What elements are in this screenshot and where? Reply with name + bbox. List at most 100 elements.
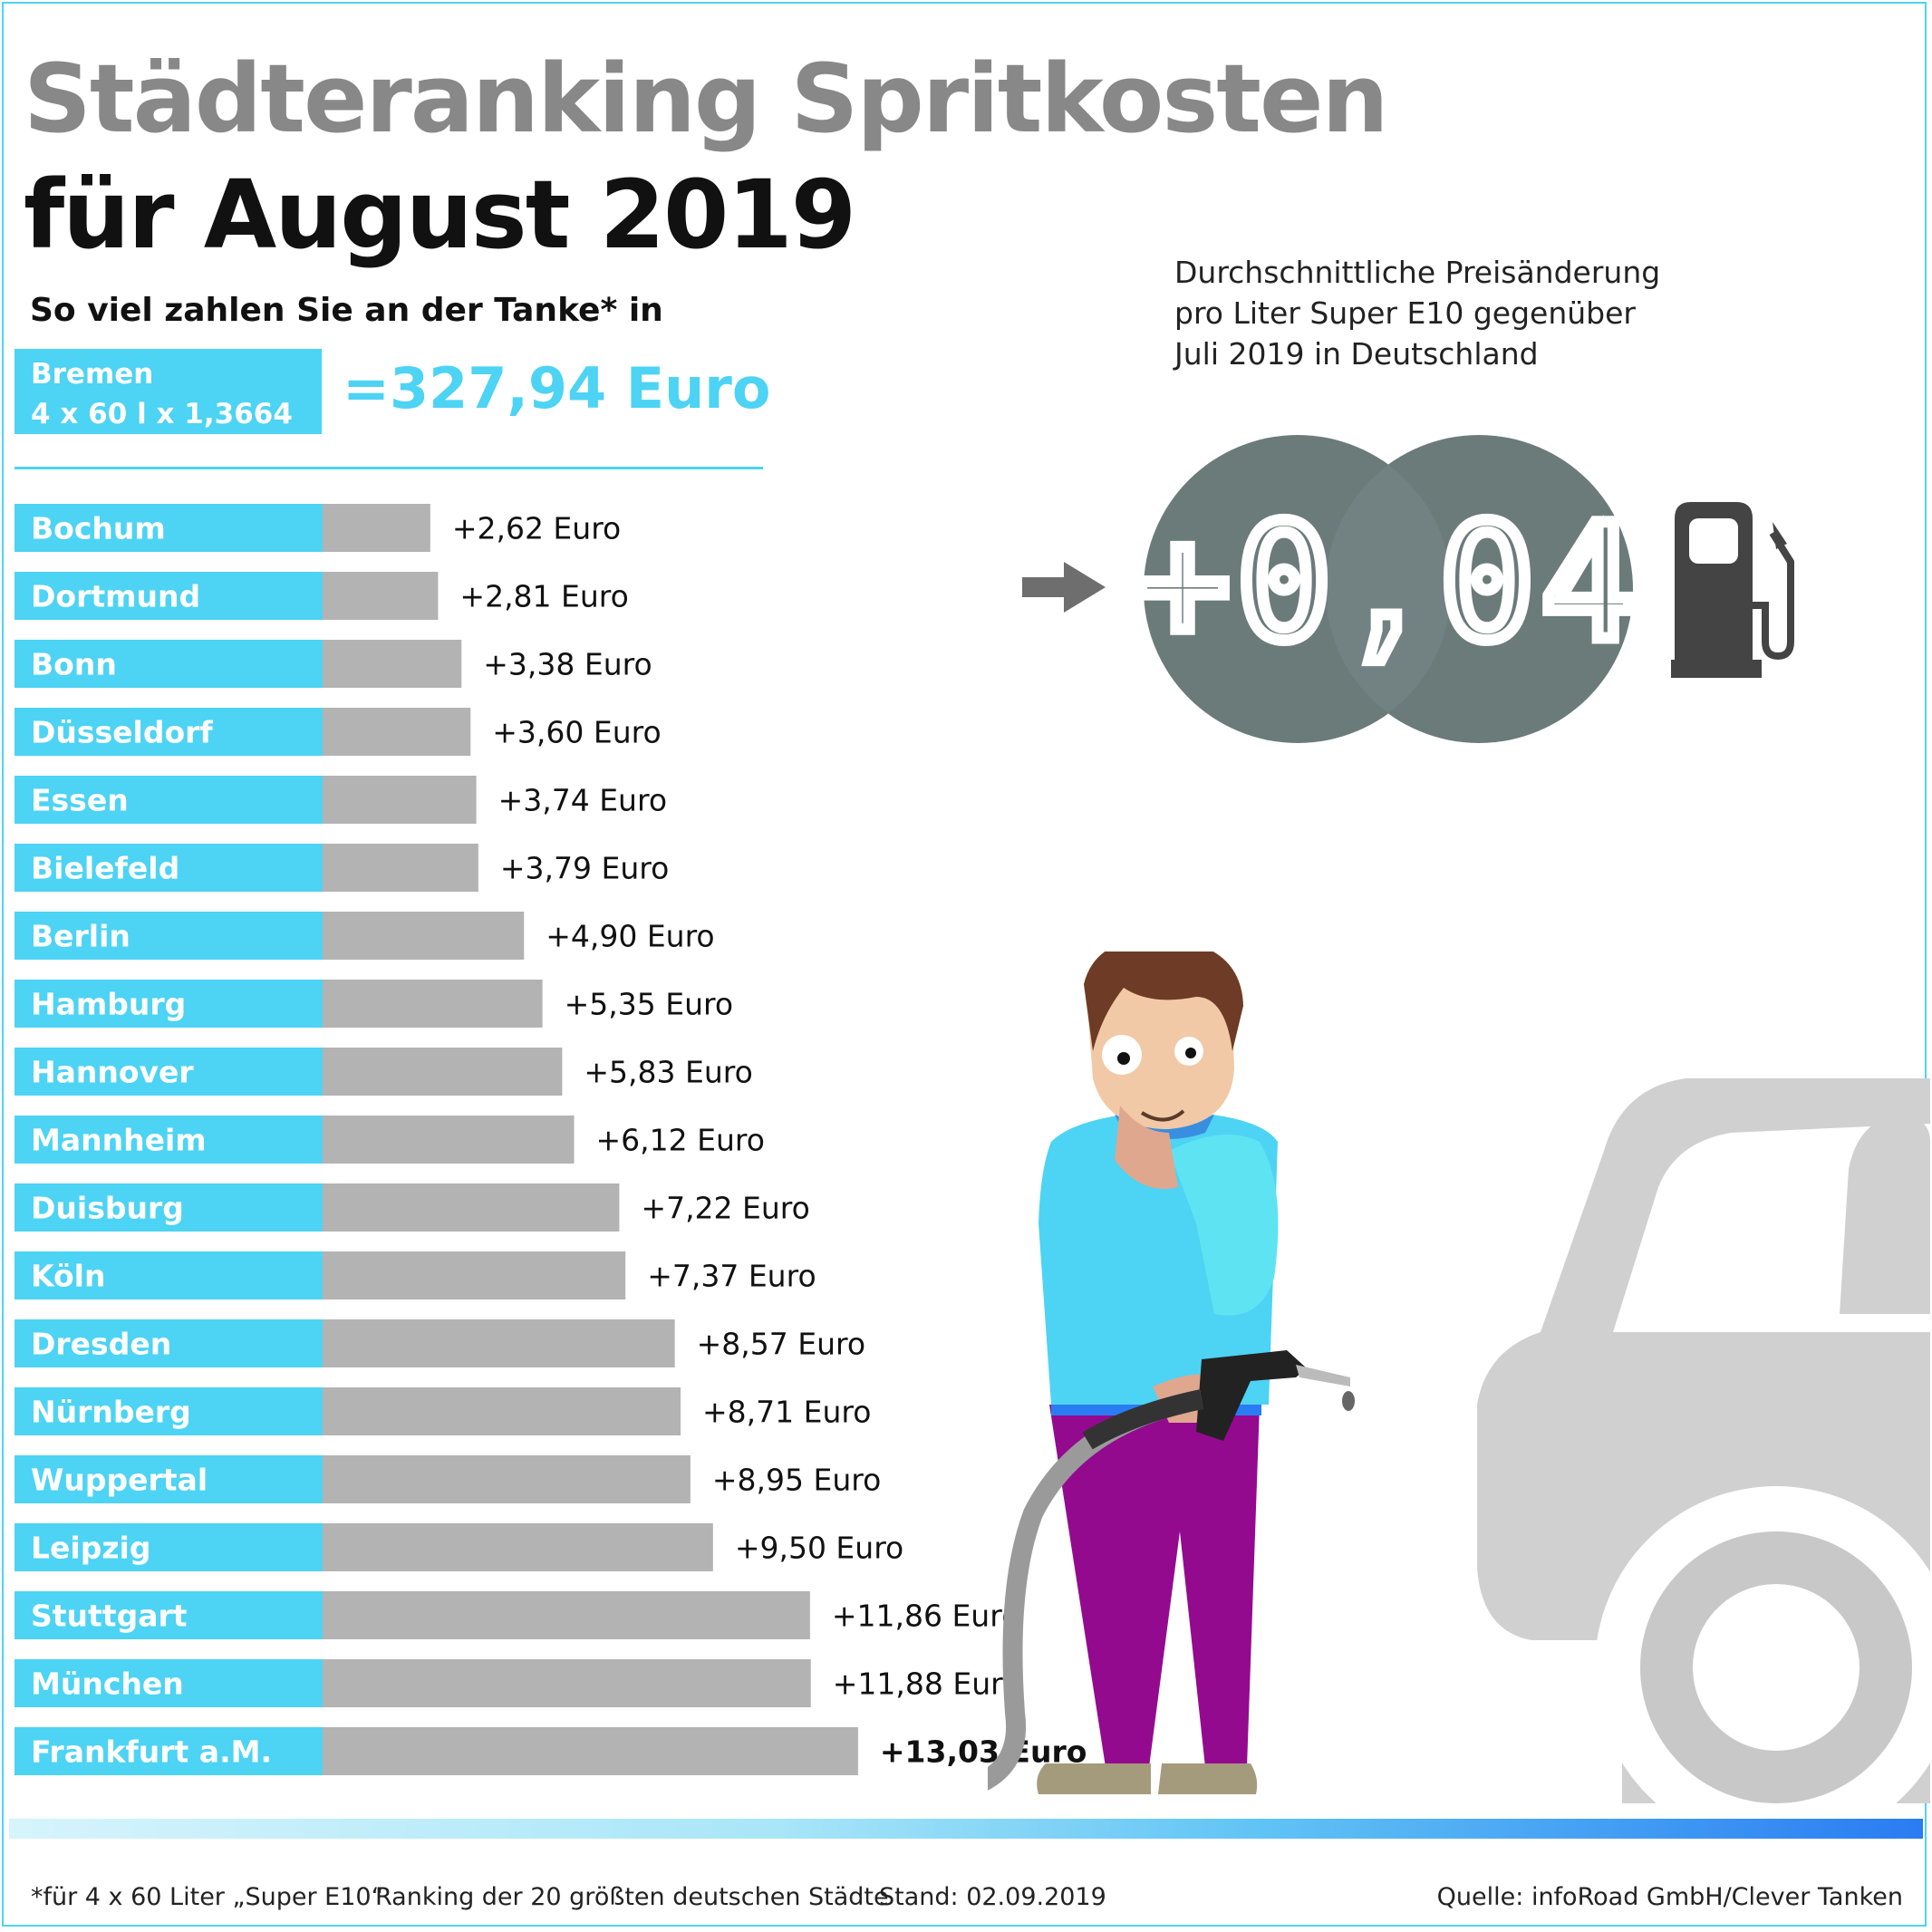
- category-label-box: [14, 1727, 323, 1775]
- bar: [323, 776, 477, 824]
- value-label: +2,81 Euro: [459, 579, 628, 614]
- category-label-box: [14, 1116, 323, 1164]
- category-label-box: [14, 844, 323, 892]
- category-label-box: [14, 572, 323, 620]
- bar: [323, 1455, 691, 1503]
- category-label: Berlin: [31, 919, 130, 954]
- ranking-note: Ranking der 20 größten deutschen Städte: [375, 1883, 889, 1911]
- category-label-box: [14, 1387, 323, 1435]
- category-label: Nürnberg: [31, 1395, 191, 1430]
- bar: [323, 1727, 858, 1775]
- category-label-box: [14, 1048, 323, 1096]
- bar: [323, 504, 430, 552]
- bar: [323, 1659, 811, 1707]
- value-label: +11,86 Euro: [832, 1599, 1019, 1634]
- category-label-box: [14, 708, 323, 756]
- bar: [323, 912, 525, 960]
- bar: [323, 1591, 810, 1639]
- note-line-2: pro Liter Super E10 gegenüber: [1174, 295, 1636, 331]
- category-label: Wuppertal: [31, 1463, 208, 1498]
- value-label: +8,95 Euro: [712, 1463, 881, 1498]
- arrow-right-icon: [1022, 562, 1106, 613]
- car-illustration: [1477, 1078, 1930, 1821]
- value-label: +3,74 Euro: [498, 783, 667, 818]
- bar: [323, 640, 462, 688]
- category-label-box: [14, 1523, 323, 1571]
- category-label-box: [14, 980, 323, 1028]
- value-label: +7,22 Euro: [641, 1191, 809, 1226]
- category-label: München: [31, 1666, 184, 1702]
- value-label: +11,88 Euro: [833, 1666, 1020, 1702]
- bar: [323, 1387, 681, 1435]
- source-note: Quelle: infoRoad GmbH/Clever Tanken: [1436, 1883, 1903, 1911]
- category-label-box: [14, 1319, 323, 1367]
- person-illustration: [988, 952, 1355, 1794]
- separator-line: [14, 467, 763, 469]
- value-label: +4,90 Euro: [546, 919, 714, 954]
- category-label-box: [14, 1251, 323, 1299]
- category-label-box: [14, 1183, 323, 1232]
- value-label: +3,79 Euro: [500, 851, 669, 886]
- category-label: Köln: [31, 1259, 105, 1294]
- value-label: +2,62 Euro: [452, 511, 621, 546]
- price-change-value: +0,04: [1144, 490, 1633, 676]
- bar: [323, 1251, 626, 1299]
- category-label: Bielefeld: [31, 851, 179, 886]
- category-label: Bochum: [31, 511, 166, 546]
- date-stamp: Stand: 02.09.2019: [879, 1883, 1106, 1911]
- category-label-box: [14, 1659, 323, 1707]
- value-label: +8,57 Euro: [697, 1327, 865, 1362]
- category-label-box: [14, 1591, 323, 1639]
- fuel-pump-icon: [1671, 502, 1794, 678]
- bar: [323, 572, 439, 620]
- footnote: *für 4 x 60 Liter „Super E10“: [31, 1883, 384, 1911]
- category-label-box: [14, 912, 323, 960]
- note-line-3: Juli 2019 in Deutschland: [1174, 336, 1539, 372]
- category-label: Hamburg: [31, 987, 186, 1022]
- person-refueling-car-illustration: [988, 952, 1930, 1821]
- value-label: +5,35 Euro: [565, 987, 733, 1022]
- category-label-box: [14, 776, 323, 824]
- category-label: Hannover: [31, 1055, 194, 1090]
- value-label: +9,50 Euro: [735, 1531, 903, 1566]
- category-label-box: [14, 504, 323, 552]
- value-label: +5,83 Euro: [584, 1055, 752, 1090]
- category-label: Essen: [31, 783, 129, 818]
- value-label: +7,37 Euro: [647, 1259, 816, 1294]
- reference-city: Bremen: [31, 358, 154, 391]
- bar: [323, 708, 471, 756]
- note-line-1: Durchschnittliche Preisänderung: [1174, 255, 1661, 290]
- category-label: Frankfurt a.M.: [31, 1734, 272, 1770]
- title-line-2: für August 2019: [24, 159, 856, 270]
- subtitle: So viel zahlen Sie an der Tanke* in: [30, 292, 663, 329]
- category-label: Stuttgart: [31, 1599, 188, 1634]
- category-label-box: [14, 1455, 323, 1503]
- bar: [323, 1183, 620, 1232]
- reference-total: =327,94 Euro: [343, 355, 771, 421]
- category-label: Mannheim: [31, 1123, 207, 1158]
- category-label: Duisburg: [31, 1191, 184, 1226]
- bar: [323, 1048, 563, 1096]
- category-label: Dortmund: [31, 579, 200, 614]
- category-label: Dresden: [31, 1327, 171, 1362]
- bar: [323, 1116, 575, 1164]
- category-label: Leipzig: [31, 1531, 150, 1566]
- title-line-1: Städteranking Spritkosten: [24, 43, 1389, 154]
- value-label: +3,38 Euro: [483, 647, 652, 682]
- bar: [323, 1319, 675, 1367]
- value-label: +3,60 Euro: [492, 715, 661, 750]
- bar: [323, 1523, 713, 1571]
- reference-formula: 4 x 60 l x 1,3664 €: [31, 398, 293, 470]
- category-label: Bonn: [31, 647, 117, 682]
- category-label-box: [14, 640, 323, 688]
- value-label: +8,71 Euro: [702, 1395, 871, 1430]
- bar: [323, 980, 543, 1028]
- city-ranking-bar-chart: Bochum +2,62 Euro Dortmund +2,81 Euro Bonn +3…: [14, 504, 1087, 1775]
- value-label: +6,12 Euro: [596, 1123, 765, 1158]
- bar: [323, 844, 478, 892]
- price-change-note: Durchschnittliche Preisänderung pro Lite…: [1174, 252, 1682, 374]
- reference-city-box: Bremen 4 x 60 l x 1,3664 €: [14, 349, 322, 470]
- bottom-gradient-strip: [9, 1819, 1923, 1839]
- price-change-badge: +0,04: [1144, 435, 1633, 743]
